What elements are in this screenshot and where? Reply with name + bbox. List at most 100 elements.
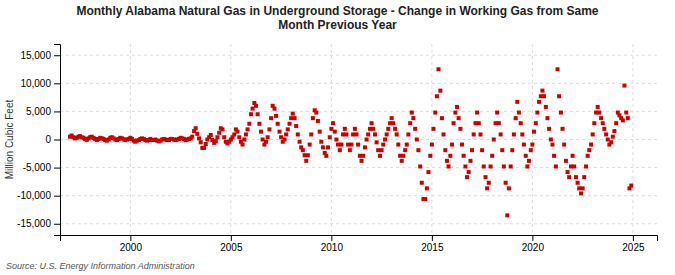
point [500,148,504,152]
point [401,154,405,158]
grid-line [60,223,657,224]
tick: 15,000 [20,50,60,61]
point [390,116,394,120]
point [249,112,253,116]
point [266,135,270,139]
point [190,135,194,139]
tick-mark [331,235,332,241]
point [435,94,439,98]
tick: 2010 [321,235,344,253]
point [209,133,213,137]
points [68,67,633,217]
point [564,159,568,163]
point [542,94,546,98]
point [452,121,456,125]
point [199,140,203,144]
point [220,127,224,131]
point [433,111,437,115]
point [557,94,561,98]
point [470,148,474,152]
point [492,138,496,142]
point [624,111,628,115]
point [579,191,583,195]
point [396,143,400,147]
point [547,127,551,131]
tick-label: 2000 [120,242,143,253]
plot: 200020052010201520202025-15,000-10,000-5… [17,44,657,253]
point [522,143,526,147]
point [499,132,503,136]
point [505,213,509,217]
point [415,138,419,142]
point [554,164,558,168]
point [373,132,377,136]
grid-line [632,44,633,235]
point [592,121,596,125]
tick: 2025 [622,235,645,253]
point [370,121,374,125]
point [328,135,332,139]
point [393,127,397,131]
point [283,138,287,142]
point [581,186,585,190]
x-axis: 200020052010201520202025 [61,235,658,253]
point [612,129,616,133]
point [556,67,560,71]
point [309,132,313,136]
point [567,175,571,179]
point [487,181,491,185]
point [507,186,511,190]
point [519,121,523,125]
tick-mark [54,196,60,197]
point [288,122,292,126]
point [576,181,580,185]
point [582,175,586,179]
point [294,124,298,128]
tick-label: -5,000 [23,162,52,173]
y-axis: -15,000-10,000-5,00005,00010,00015,000 [17,45,60,236]
point [344,132,348,136]
tick-label: 5,000 [26,106,51,117]
point [599,116,603,120]
point [530,143,534,147]
point [549,138,553,142]
point [286,127,290,131]
tick: -15,000 [17,218,60,229]
point [445,159,449,163]
point [447,164,451,168]
point [626,116,630,120]
point [267,127,271,131]
tick: 2005 [220,235,243,253]
grid-line [60,111,657,112]
point [458,127,462,131]
point [276,122,280,126]
point [222,135,226,139]
point [589,143,593,147]
tick-mark [54,83,60,84]
point [602,127,606,131]
point [540,89,544,93]
point [614,121,618,125]
point [308,143,312,147]
point [622,84,626,88]
point [480,148,484,152]
grid-line [532,44,533,235]
point [577,186,581,190]
point [361,154,365,158]
point [316,119,320,123]
point [403,148,407,152]
point [235,130,239,134]
point [597,111,601,115]
point [314,111,318,115]
grid-line [331,44,332,235]
point [346,143,350,147]
point [371,127,375,131]
point [376,148,380,152]
point [366,132,370,136]
grid-line [60,83,657,84]
point [462,154,466,158]
point [420,181,424,185]
point [413,127,417,131]
tick-mark [231,235,232,241]
point [512,132,516,136]
